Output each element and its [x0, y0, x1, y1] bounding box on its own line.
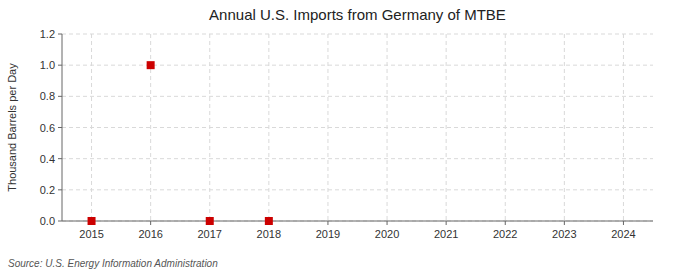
x-tick: [505, 221, 506, 225]
point: [147, 61, 155, 69]
x-grid-line: [564, 34, 565, 221]
y-tick: [58, 65, 62, 66]
x-tick-label: 2019: [316, 228, 340, 240]
y-tick: [58, 96, 62, 97]
chart-svg: 0.0 0.2 0.4 0.6 0.8 1.0 1.2 2015 2016 2017 2018 201…: [0, 0, 675, 275]
y-axis-line: [62, 34, 63, 221]
y-tick: [58, 158, 62, 159]
x-tick-label: 2024: [611, 228, 635, 240]
x-tick-label: 2021: [434, 228, 458, 240]
y-tick: [58, 189, 62, 190]
x-tick-label: 2020: [375, 228, 399, 240]
x-grid-line: [209, 34, 210, 221]
y-tick: [58, 34, 62, 35]
y-tick: [58, 221, 62, 222]
x-grid-line: [268, 34, 269, 221]
x-axis-line: [62, 221, 653, 222]
x-tick: [564, 221, 565, 225]
point: [206, 217, 214, 225]
x-tick: [387, 221, 388, 225]
x-tick-label: 2016: [138, 228, 162, 240]
x-grid-line: [327, 34, 328, 221]
x-tick-label: 2018: [257, 228, 281, 240]
axes: 0.0 0.2 0.4 0.6 0.8 1.0 1.2 2015 2016 2017 2018 201…: [40, 28, 653, 240]
x-grid-line: [446, 34, 447, 221]
x-tick-label: 2022: [493, 228, 517, 240]
point: [88, 217, 96, 225]
y-grid-line: [62, 96, 653, 97]
background: [0, 0, 675, 275]
x-grid-line: [623, 34, 624, 221]
x-tick: [327, 221, 328, 225]
y-grid-line: [62, 158, 653, 159]
grid: [62, 34, 653, 221]
x-grid-line: [505, 34, 506, 221]
x-tick-label: 2015: [79, 228, 103, 240]
x-tick-label: 2023: [552, 228, 576, 240]
y-tick-label: 0.8: [40, 90, 55, 102]
source-note: Source: U.S. Energy Information Administ…: [8, 258, 218, 269]
x-tick: [446, 221, 447, 225]
y-axis-label: Thousand Barrels per Day: [6, 63, 18, 192]
title: Annual U.S. Imports from Germany of MTBE: [209, 6, 506, 23]
y-tick-label: 1.2: [40, 28, 55, 40]
x-tick-label: 2017: [198, 228, 222, 240]
x-grid-line: [387, 34, 388, 221]
point: [265, 217, 273, 225]
y-tick: [58, 127, 62, 128]
x-tick: [150, 221, 151, 225]
points: [88, 61, 273, 225]
x-grid-line: [91, 34, 92, 221]
y-grid-line: [62, 221, 653, 222]
y-tick-label: 0.4: [40, 153, 55, 165]
y-tick-label: 0.2: [40, 184, 55, 196]
y-tick-label: 0.0: [40, 215, 55, 227]
x-tick: [623, 221, 624, 225]
y-tick-label: 0.6: [40, 122, 55, 134]
y-tick-label: 1.0: [40, 59, 55, 71]
chart-container: 0.0 0.2 0.4 0.6 0.8 1.0 1.2 2015 2016 2017 2018 201…: [0, 0, 675, 275]
